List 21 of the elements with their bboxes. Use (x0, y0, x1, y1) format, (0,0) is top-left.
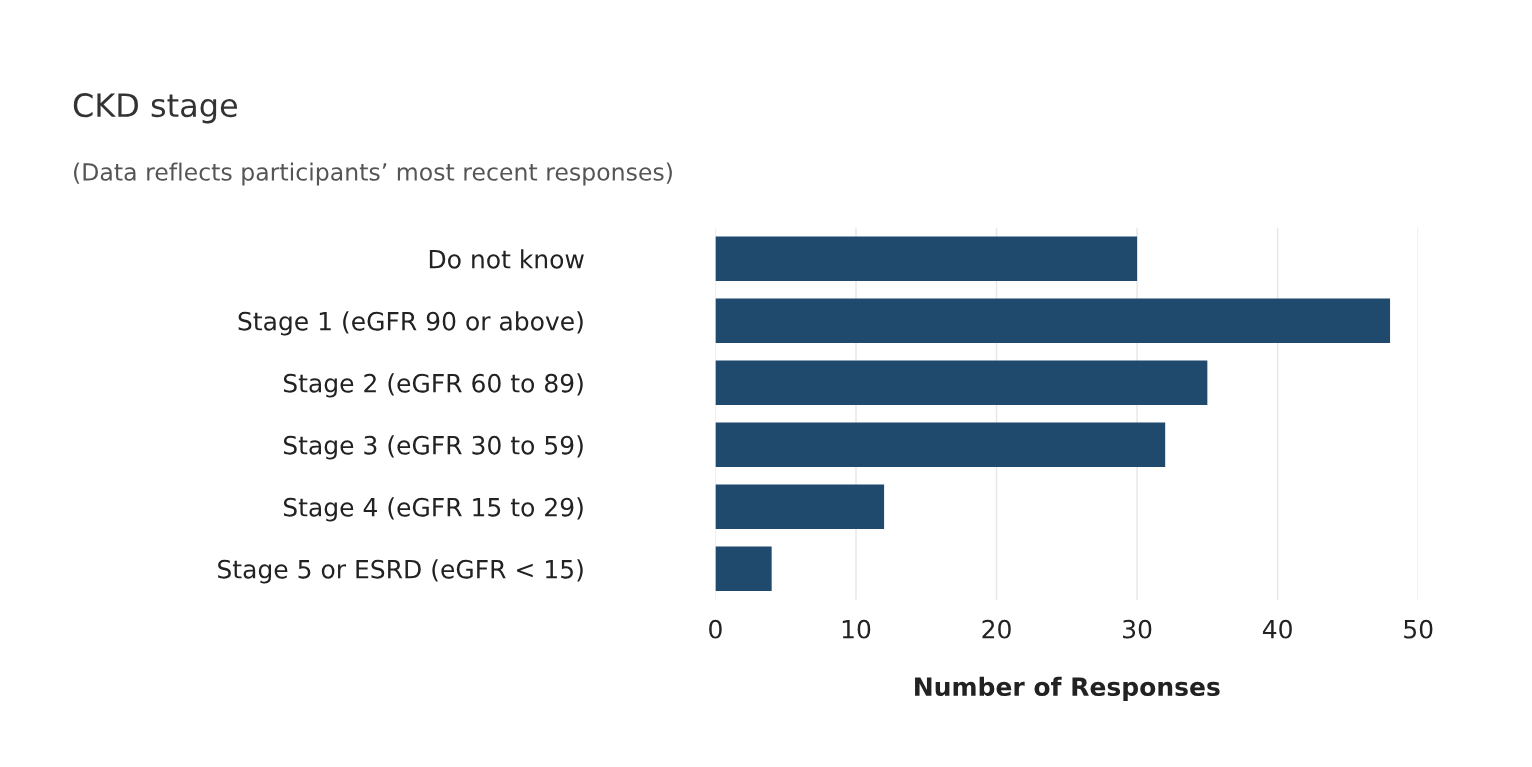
x-axis-title: Number of Responses (915, 676, 1220, 701)
bar (715, 360, 1208, 406)
y-tick-label: Stage 1 (eGFR 90 or above) (238, 311, 583, 336)
bar (715, 484, 885, 530)
y-tick-label: Stage 3 (eGFR 30 to 59) (283, 435, 583, 460)
y-tick-label: Do not know (429, 249, 584, 269)
bar (715, 422, 1166, 468)
text: CKD stage (73, 93, 237, 124)
x-tick-label: 50 (1404, 619, 1433, 639)
x-tick-label: 10 (842, 619, 871, 639)
y-tick-label: Stage 4 (eGFR 15 to 29) (283, 497, 583, 522)
bar (715, 236, 1138, 282)
text: (Data reflects participants’ most recent responses) (74, 162, 672, 186)
y-tick-label: Stage 5 or ESRD (eGFR < 15) (218, 559, 583, 584)
x-tick-label: 30 (1123, 619, 1152, 639)
bar (715, 546, 772, 592)
x-tick-label: 20 (982, 619, 1011, 639)
x-tick-label: 0 (709, 619, 722, 639)
x-tick-label: 40 (1262, 619, 1292, 639)
y-tick-label: Stage 2 (eGFR 60 to 89) (283, 373, 583, 398)
bar (715, 298, 1391, 344)
